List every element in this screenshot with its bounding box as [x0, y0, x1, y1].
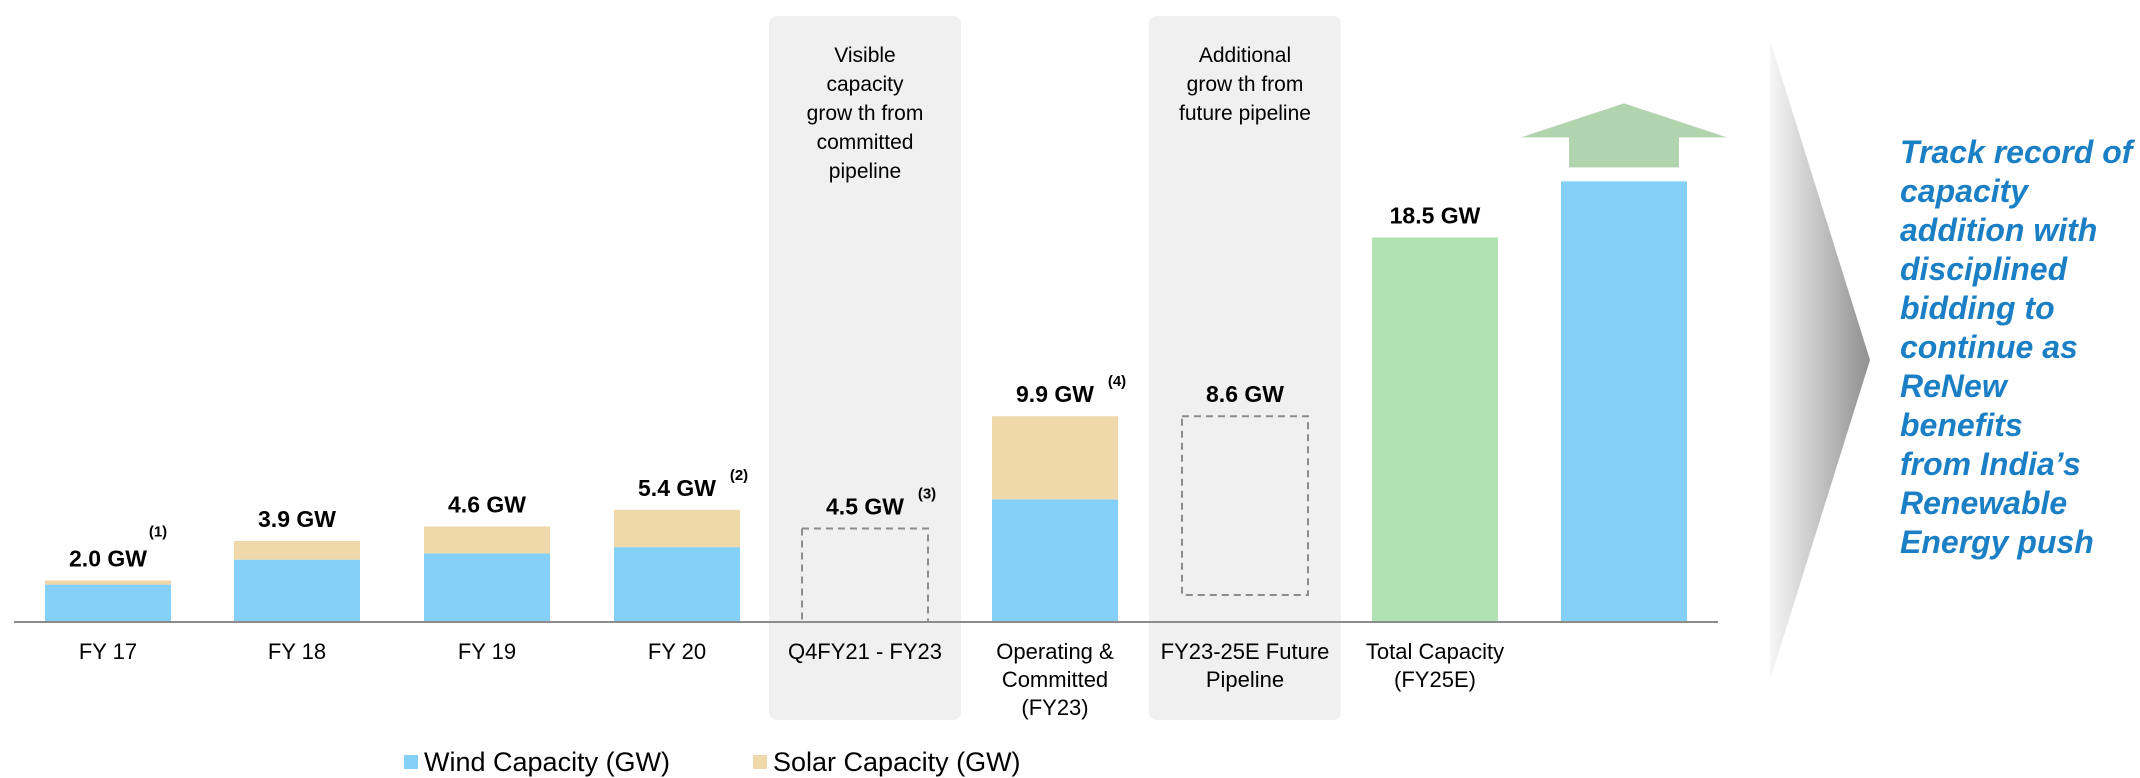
category-label-fy23-25e-future-pipeline: Pipeline — [1206, 667, 1284, 692]
data-label-fy23-25e-future-pipeline: 8.6 GW — [1206, 381, 1284, 407]
legend-solar: Solar Capacity (GW) — [753, 747, 1021, 777]
panel-text-line: capacity — [826, 73, 904, 96]
category-label-q4fy21-fy23: Q4FY21 - FY23 — [788, 639, 942, 664]
callout-line: Renewable — [1900, 485, 2068, 521]
bar-solar-capacity-gw-operating-committed-fy23 — [992, 416, 1118, 500]
panel-fy23-25e-future-pipeline — [1149, 16, 1341, 720]
bar-total-capacity — [1372, 237, 1498, 622]
category-label-fy23-25e-future-pipeline: FY23-25E Future — [1161, 639, 1330, 664]
category-label-operating-committed-fy23: Committed — [1002, 667, 1108, 692]
panel-text-line: grow th from — [1187, 73, 1304, 96]
data-label-q4fy21-fy23: 4.5 GW — [826, 493, 904, 519]
callout-line: from India’s — [1900, 446, 2081, 482]
category-label-fy-19: FY 19 — [458, 639, 516, 664]
category-label-operating-committed-fy23: (FY23) — [1021, 695, 1088, 720]
data-label-fy-20: 5.4 GW — [638, 475, 716, 501]
pipeline-box-fy23-25e-future-pipeline — [1181, 415, 1309, 596]
footnote-marker: (3) — [918, 485, 936, 502]
bar-solar-capacity-gw-fy-20 — [614, 509, 740, 548]
legend-solar-label: Solar Capacity (GW) — [773, 746, 1021, 777]
legend-wind-label: Wind Capacity (GW) — [424, 746, 671, 777]
bar-wind-capacity-gw-operating-committed-fy23 — [992, 499, 1118, 622]
growth-arrow — [1521, 103, 1727, 168]
bar-solar-capacity-gw-fy-17 — [45, 580, 171, 585]
footnote-marker: (2) — [730, 467, 748, 484]
data-label-total-capacity-fy25e: 18.5 GW — [1390, 202, 1481, 228]
callout-line: Energy push — [1900, 524, 2094, 560]
category-label-fy-20: FY 20 — [648, 639, 706, 664]
callout-line: bidding to — [1900, 290, 2055, 326]
category-label-total-capacity-fy25e: (FY25E) — [1394, 667, 1476, 692]
panel-text-line: grow th from — [807, 102, 924, 125]
category-label-fy-18: FY 18 — [268, 639, 326, 664]
footnote-marker: (4) — [1108, 373, 1126, 390]
bar-wind-capacity-gw-fy-17 — [45, 584, 171, 622]
panel-text-line: Additional — [1199, 44, 1291, 67]
callout-line: continue as — [1900, 329, 2078, 365]
panel-text-line: future pipeline — [1179, 102, 1311, 125]
bar-wind-capacity-gw-fy-19 — [424, 553, 550, 622]
category-label-fy-17: FY 17 — [79, 639, 137, 664]
callout-line: addition with — [1900, 212, 2098, 248]
bar-wind-capacity-gw-fy-20 — [614, 547, 740, 622]
panel-text-line: Visible — [834, 44, 895, 67]
bar-solar-capacity-gw-fy-19 — [424, 526, 550, 554]
bar-wind-capacity-gw-fy-18 — [234, 559, 360, 622]
panel-text-line: pipeline — [829, 160, 901, 183]
data-label-operating-committed-fy23: 9.9 GW — [1016, 381, 1094, 407]
callout-chevron — [1770, 40, 1870, 680]
callout-line: Track record of — [1900, 134, 2133, 170]
callout-line: ReNew benefits — [1900, 368, 2023, 443]
legend-wind: Wind Capacity (GW) — [404, 747, 670, 777]
data-label-fy-17: 2.0 GW — [69, 545, 147, 571]
callout-line: disciplined — [1900, 251, 2068, 287]
category-label-total-capacity-fy25e: Total Capacity — [1366, 639, 1504, 664]
callout-line: capacity — [1900, 173, 2029, 209]
footnote-marker: (1) — [149, 523, 167, 540]
panel-text-line: committed — [817, 131, 914, 154]
bar-wind-capacity-gw-blank — [1561, 181, 1687, 623]
callout-text: Track record of capacity addition with disc… — [1900, 133, 2138, 562]
legend-wind-swatch — [404, 755, 418, 769]
data-label-fy-18: 3.9 GW — [258, 506, 336, 532]
data-label-fy-19: 4.6 GW — [448, 491, 526, 517]
category-label-operating-committed-fy23: Operating & — [996, 639, 1114, 664]
bar-solar-capacity-gw-fy-18 — [234, 540, 360, 560]
legend-solar-swatch — [753, 755, 767, 769]
panel-q4fy21-fy23 — [769, 16, 961, 720]
